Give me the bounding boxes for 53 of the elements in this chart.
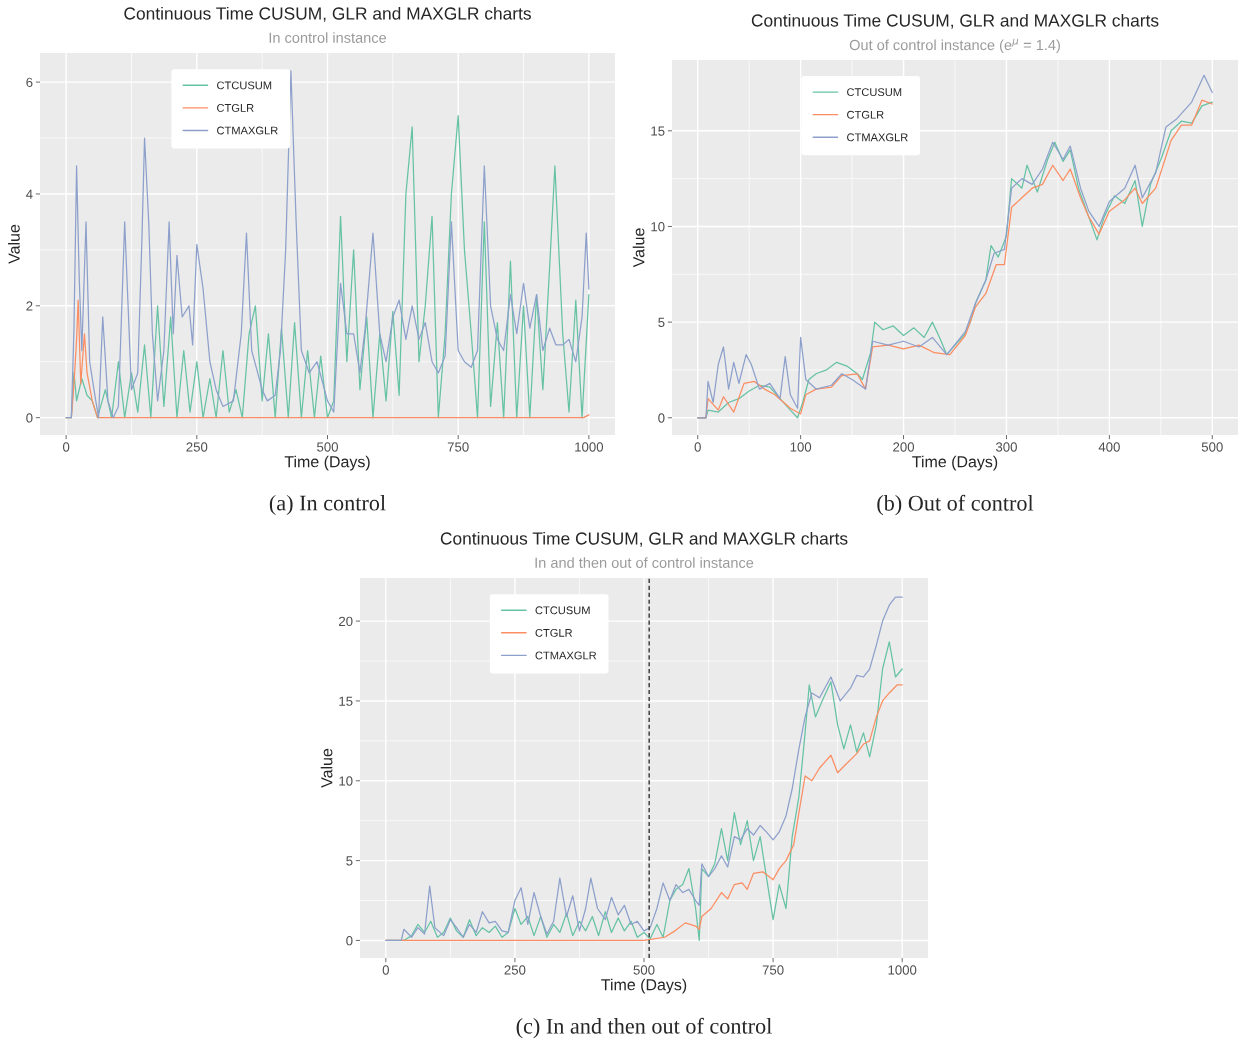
- x-tick-label: 0: [694, 442, 701, 452]
- x-tick-label: 1000: [888, 965, 917, 975]
- x-tick-label: 500: [1201, 442, 1223, 452]
- chart-subtitle: Out of control instance (e$^{μ}$ = 1.4): [849, 38, 1060, 54]
- x-tick-label: 500: [633, 965, 655, 975]
- y-tick-label: 0: [658, 413, 665, 423]
- x-tick-label: 500: [317, 442, 338, 452]
- chart-title: Continuous Time CUSUM, GLR and MAXGLR charts: [440, 531, 848, 547]
- y-tick-label: 5: [346, 856, 353, 866]
- legend-label: CTMAXGLR: [535, 651, 597, 660]
- chart-subtitle: In control instance: [269, 32, 387, 43]
- x-tick-label: 250: [504, 965, 526, 975]
- x-tick-label: 300: [995, 442, 1017, 452]
- x-tick-label: 200: [893, 442, 915, 452]
- legend-label: CTCUSUM: [847, 88, 902, 97]
- y-tick-label: 0: [26, 413, 33, 423]
- legend-label: CTGLR: [847, 110, 884, 119]
- y-tick-label: 20: [339, 616, 353, 627]
- chart-title: Continuous Time CUSUM, GLR and MAXGLR charts: [124, 6, 531, 22]
- legend-label: CTGLR: [217, 104, 254, 112]
- x-tick-label: 750: [762, 965, 784, 975]
- x-axis-title: Time (Days): [284, 455, 370, 471]
- legend-label: CTGLR: [535, 628, 573, 637]
- text: (a) In control: [269, 494, 386, 516]
- y-tick-label: 5: [658, 317, 665, 328]
- y-tick-label: 6: [26, 77, 33, 87]
- y-axis-title: Value: [320, 748, 333, 788]
- legend-label: CTCUSUM: [535, 606, 590, 615]
- x-tick-label: 400: [1098, 442, 1120, 452]
- y-tick-label: 15: [339, 696, 353, 706]
- y-axis-title: Value: [8, 224, 20, 264]
- y-tick-label: 10: [651, 222, 665, 232]
- legend-label: CTMAXGLR: [847, 133, 908, 142]
- x-axis-title: Time (Days): [601, 978, 687, 994]
- y-tick-label: 2: [26, 301, 33, 311]
- y-axis-title: Value: [632, 228, 645, 268]
- legend-label: CTCUSUM: [217, 81, 272, 90]
- text: (c) In and then out of control: [516, 1017, 772, 1039]
- y-tick-label: 15: [651, 126, 665, 136]
- chart-subtitle: In and then out of control instance: [535, 557, 754, 568]
- x-axis-title: Time (Days): [912, 455, 998, 471]
- x-tick-label: 100: [790, 442, 812, 452]
- x-tick-label: 1000: [575, 442, 604, 452]
- y-tick-label: 0: [346, 936, 353, 946]
- x-tick-label: 0: [382, 965, 389, 975]
- y-tick-label: 4: [26, 189, 33, 199]
- x-tick-label: 250: [186, 442, 208, 452]
- legend-label: CTMAXGLR: [217, 126, 278, 135]
- x-tick-label: 0: [62, 442, 70, 452]
- text: (b) Out of control: [877, 494, 1034, 516]
- x-tick-label: 750: [447, 442, 469, 452]
- y-tick-label: 10: [339, 776, 353, 786]
- chart-title: Continuous Time CUSUM, GLR and MAXGLR charts: [751, 13, 1159, 29]
